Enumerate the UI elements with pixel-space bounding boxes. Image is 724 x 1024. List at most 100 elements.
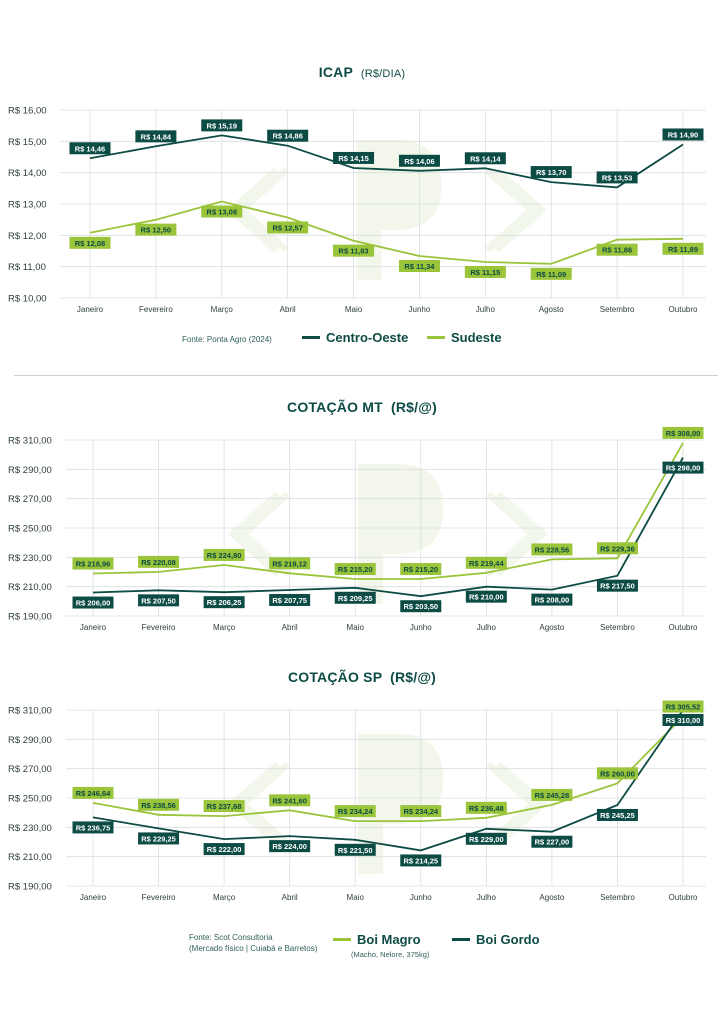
icap-data-label-box	[135, 223, 177, 236]
mt-data-label-box	[334, 591, 376, 604]
sp-y-tick-label: R$ 190,00	[8, 882, 52, 893]
mt-y-tick-label: R$ 210,00	[8, 582, 52, 593]
legend-swatch-centro-oeste	[302, 336, 320, 339]
sp-data-label-box	[400, 854, 442, 867]
icap-data-label-text: R$ 12,57	[272, 223, 302, 232]
icap-data-label-box	[201, 119, 243, 132]
sp-data-label-text: R$ 221,50	[338, 846, 373, 855]
mt-x-tick-label: Agosto	[539, 623, 564, 632]
icap-data-label-text: R$ 12,50	[141, 226, 171, 235]
icap-title-unit: (R$/DIA)	[360, 68, 406, 80]
sp-data-label-text: R$ 234,24	[338, 807, 373, 816]
sp-y-tick-label: R$ 210,00	[8, 852, 52, 863]
mt-y-tick-label: R$ 230,00	[8, 553, 52, 564]
mt-y-tick-label: R$ 190,00	[8, 612, 52, 623]
icap-data-label-box	[662, 242, 704, 255]
sp-x-tick-label: Maio	[347, 893, 365, 902]
mt-x-tick-label: Outubro	[669, 623, 698, 632]
sp-x-tick-label: Janeiro	[80, 893, 107, 902]
sp-y-tick-label: R$ 270,00	[8, 764, 52, 775]
sp-data-label-text: R$ 246,64	[76, 789, 111, 798]
mt-series-line-boi-gordo	[92, 457, 684, 598]
icap-data-label-text: R$ 11,34	[404, 262, 435, 271]
icap-watermark-right-chevron	[484, 167, 547, 253]
sp-data-label-text: R$ 214,25	[403, 856, 438, 865]
icap-data-label-sudeste: R$ 11,89	[662, 242, 704, 255]
mt-y-tick-label: R$ 290,00	[8, 465, 52, 476]
sp-data-label-boi-gordo: R$ 245,25	[596, 808, 638, 821]
icap-x-tick-label: Março	[211, 305, 234, 314]
sp-x-tick-label: Fevereiro	[142, 893, 176, 902]
sp-data-label-boi-gordo: R$ 229,00	[465, 832, 507, 845]
icap-x-tick-label: Fevereiro	[139, 305, 173, 314]
icap-data-label-centro-oeste: R$ 14,14	[464, 152, 506, 165]
sp-data-label-box	[465, 801, 507, 814]
mt-data-label-text: R$ 229,36	[600, 544, 635, 553]
mt-data-label-box	[400, 600, 442, 613]
sp-data-label-box	[334, 843, 376, 856]
mt-x-tick-label: Março	[213, 623, 236, 632]
sp-title: COTAÇÃO SP (R$/@)	[0, 669, 724, 685]
sp-y-tick-label: R$ 290,00	[8, 735, 52, 746]
icap-data-label-text: R$ 14,90	[668, 130, 698, 139]
mt-data-label-boi-magro: R$ 215,20	[334, 563, 376, 576]
icap-data-label-box	[201, 205, 243, 218]
legend-centro-oeste: Centro-Oeste	[302, 330, 408, 345]
sp-source: Fonte: Scot Consultoria (Mercado físico …	[189, 932, 317, 954]
sp-x-tick-label: Abril	[282, 893, 298, 902]
icap-data-label-sudeste: R$ 11,83	[333, 244, 375, 257]
sp-x-tick-label: Outubro	[669, 893, 698, 902]
mt-data-label-box	[138, 555, 180, 568]
icap-x-tick-label: Junho	[409, 305, 431, 314]
sp-data-label-box	[203, 800, 245, 813]
sp-data-label-box	[596, 767, 638, 780]
mt-data-label-boi-gordo: R$ 210,00	[465, 590, 507, 603]
icap-data-label-box	[596, 243, 638, 256]
mt-data-label-boi-magro: R$ 219,12	[269, 557, 311, 570]
sp-data-label-text: R$ 236,48	[469, 804, 504, 813]
sp-data-label-box	[72, 786, 114, 799]
sp-data-label-text: R$ 229,25	[141, 834, 176, 843]
mt-data-label-box	[596, 579, 638, 592]
mt-data-label-box	[531, 593, 573, 606]
icap-title-text: ICAP	[318, 64, 353, 80]
mt-data-label-text: R$ 298,00	[666, 464, 701, 473]
mt-data-label-box	[596, 542, 638, 555]
mt-data-label-boi-gordo: R$ 217,50	[596, 579, 638, 592]
mt-data-label-box	[662, 426, 704, 439]
mt-title-unit: (R$/@)	[390, 399, 437, 415]
icap-data-label-box	[333, 244, 375, 257]
section-divider	[14, 375, 718, 376]
mt-data-label-boi-magro: R$ 228,56	[531, 543, 573, 556]
mt-data-label-text: R$ 203,50	[403, 602, 438, 611]
icap-data-label-box	[69, 236, 111, 249]
mt-data-label-box	[465, 556, 507, 569]
sp-source-line2: (Mercado físico | Cuiabá e Barretos)	[189, 944, 318, 953]
sp-data-label-boi-gordo: R$ 224,00	[269, 840, 311, 853]
mt-data-label-box	[334, 563, 376, 576]
icap-data-label-sudeste: R$ 11,86	[596, 243, 638, 256]
icap-data-label-text: R$ 12,08	[75, 239, 105, 248]
legend-swatch-boi-gordo	[452, 938, 470, 941]
icap-data-label-box	[135, 130, 177, 143]
sp-x-tick-label: Junho	[410, 893, 432, 902]
mt-watermark-p	[358, 464, 443, 604]
icap-data-label-box	[398, 260, 440, 273]
sp-data-label-box	[138, 798, 180, 811]
mt-data-label-text: R$ 206,25	[207, 598, 242, 607]
sp-data-label-text: R$ 305,52	[666, 703, 701, 712]
sp-data-label-boi-magro: R$ 236,48	[465, 801, 507, 814]
icap-data-label-text: R$ 11,09	[536, 270, 566, 279]
sp-x-tick-label: Março	[213, 893, 236, 902]
mt-data-label-box	[269, 557, 311, 570]
icap-data-label-centro-oeste: R$ 14,06	[398, 154, 440, 167]
mt-data-label-boi-magro: R$ 215,20	[400, 563, 442, 576]
sp-chart: R$ 190,00 R$ 210,00 R$ 230,00 R$ 250,00 R$ 2…	[8, 700, 706, 902]
sp-data-label-text: R$ 245,28	[535, 791, 570, 800]
icap-data-label-text: R$ 11,89	[668, 245, 698, 254]
sp-data-label-text: R$ 237,68	[207, 802, 242, 811]
mt-data-label-text: R$ 224,80	[207, 551, 242, 560]
icap-data-label-text: R$ 15,19	[207, 121, 237, 130]
mt-data-label-text: R$ 209,25	[338, 594, 373, 603]
sp-data-label-boi-gordo: R$ 229,25	[138, 832, 180, 845]
